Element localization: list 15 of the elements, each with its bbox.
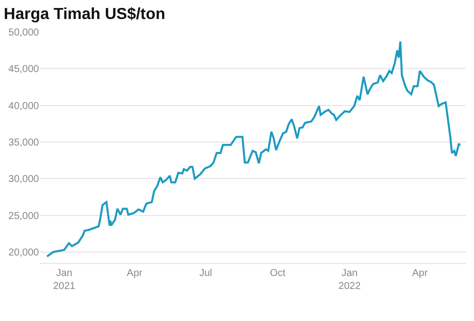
x-tick-label: Apr xyxy=(126,268,144,279)
x-tick-label: Jul xyxy=(199,268,212,279)
y-tick-label: 20,000 xyxy=(8,248,40,258)
x-tick-label: Jan 2022 xyxy=(338,268,362,292)
y-tick-label: 45,000 xyxy=(8,64,40,76)
y-tick-label: 40,000 xyxy=(8,100,40,112)
line-series xyxy=(46,40,461,258)
x-tick-label: Oct xyxy=(270,268,286,279)
y-tick-label: 50,000 xyxy=(8,28,40,38)
y-tick-label: 30,000 xyxy=(8,174,40,186)
y-tick-label: 25,000 xyxy=(8,210,40,222)
y-tick-label: 35,000 xyxy=(8,138,40,148)
x-tick-label: Apr xyxy=(412,268,428,279)
chart-title: Harga Timah US$/ton xyxy=(4,6,166,24)
x-tick-label: Jan 2021 xyxy=(53,268,76,292)
